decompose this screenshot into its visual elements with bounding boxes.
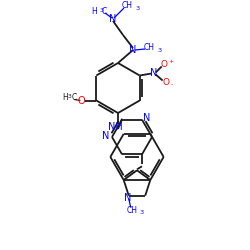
Text: N: N [150, 68, 157, 78]
Text: -: - [171, 82, 173, 87]
Text: CH: CH [126, 206, 137, 215]
Text: 3: 3 [67, 94, 71, 99]
Text: CH: CH [122, 2, 132, 11]
Text: N: N [143, 113, 151, 123]
Text: N: N [109, 14, 117, 24]
Text: C: C [102, 8, 106, 16]
Text: O: O [160, 60, 167, 69]
Text: C: C [71, 93, 76, 102]
Text: H: H [91, 6, 97, 16]
Text: 3: 3 [140, 210, 144, 215]
Text: 3: 3 [157, 48, 161, 54]
Text: N: N [124, 193, 132, 203]
Text: O: O [78, 96, 85, 106]
Text: O: O [162, 78, 169, 87]
Text: NH: NH [108, 122, 122, 132]
Text: N: N [102, 131, 110, 141]
Text: H: H [62, 93, 68, 102]
Text: +: + [169, 59, 174, 64]
Text: N: N [129, 45, 137, 55]
Text: 3: 3 [99, 8, 103, 12]
Text: 3: 3 [135, 6, 139, 10]
Text: CH: CH [144, 44, 154, 52]
